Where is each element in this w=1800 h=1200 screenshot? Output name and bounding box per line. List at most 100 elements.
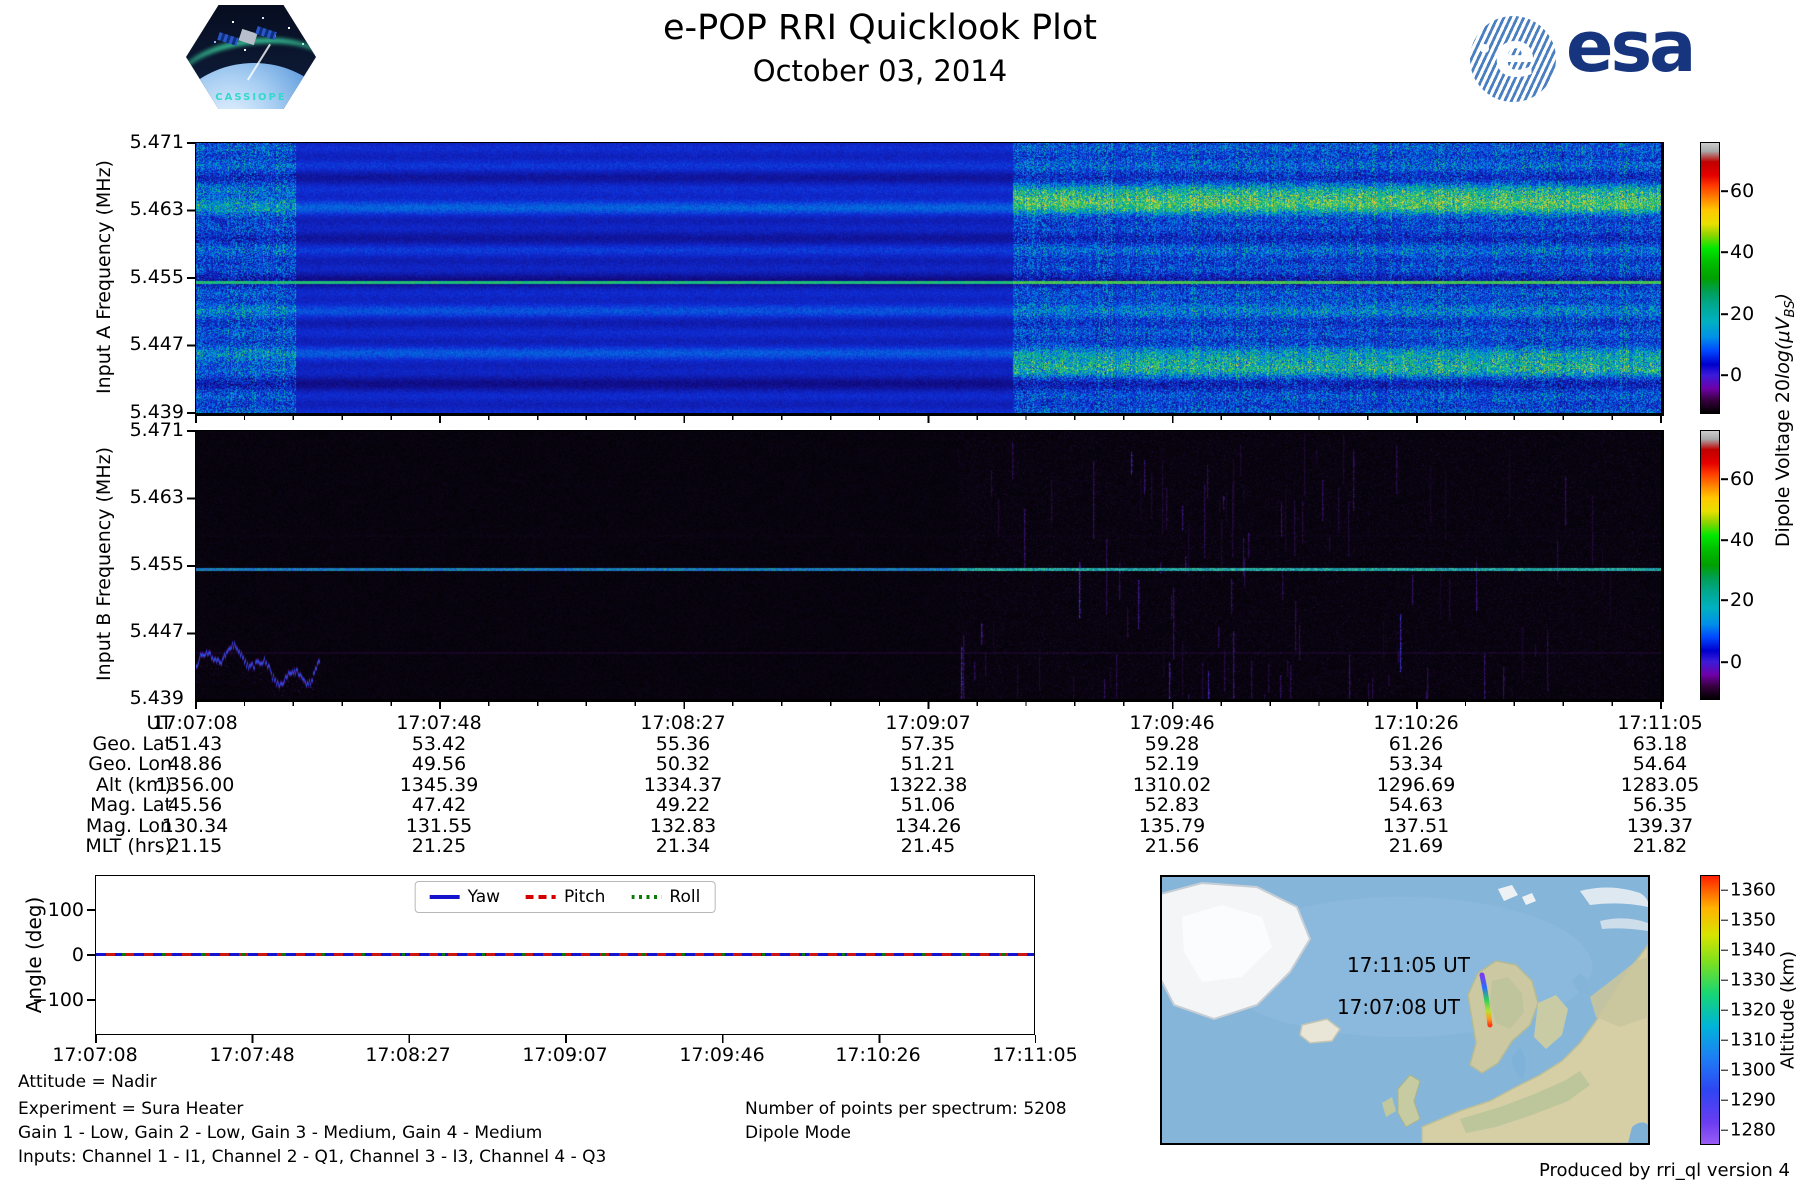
eph-value: 1356.00 bbox=[155, 774, 235, 796]
eph-row-label: Alt (km) bbox=[95, 774, 172, 796]
eph-value: 50.32 bbox=[655, 753, 711, 775]
altitude-tick-label: 1320 bbox=[1730, 999, 1776, 1021]
eph-value: 54.63 bbox=[1388, 794, 1444, 816]
ytick-label: 5.455 bbox=[129, 266, 184, 288]
eph-value: 131.55 bbox=[405, 815, 473, 837]
eph-row-label: UT bbox=[146, 712, 172, 734]
angle-x-ticks bbox=[95, 1035, 1036, 1043]
eph-value: 1334.37 bbox=[643, 774, 723, 796]
table-row: Alt (km) 1356.00 1345.39 1334.37 1322.38… bbox=[0, 774, 1800, 796]
eph-value: 56.35 bbox=[1632, 794, 1688, 816]
eph-value: 51.06 bbox=[900, 794, 956, 816]
eph-value: 17:11:05 bbox=[1617, 712, 1703, 734]
altitude-tick-label: 1310 bbox=[1730, 1029, 1776, 1051]
angle-xtick-label: 17:07:08 bbox=[52, 1044, 138, 1066]
legend-item-pitch: Pitch bbox=[526, 887, 605, 907]
altitude-tick-label: 1300 bbox=[1730, 1059, 1776, 1081]
angle-xtick-label: 17:09:46 bbox=[679, 1044, 765, 1066]
colorbar-tick-label: 0 bbox=[1730, 651, 1743, 673]
eph-value: 17:07:08 bbox=[152, 712, 238, 734]
eph-value: 51.43 bbox=[167, 733, 223, 755]
angle-ytick-label: 0 bbox=[71, 944, 84, 966]
x-axis-ticks bbox=[195, 701, 1662, 709]
footer-attitude: Attitude = Nadir bbox=[18, 1072, 157, 1092]
eph-value: 21.15 bbox=[167, 835, 223, 857]
eph-value: 54.64 bbox=[1632, 753, 1688, 775]
footer-gains: Gain 1 - Low, Gain 2 - Low, Gain 3 - Med… bbox=[18, 1123, 543, 1143]
legend-item-roll: Roll bbox=[631, 887, 700, 907]
page-subtitle: October 03, 2014 bbox=[752, 54, 1008, 88]
eph-value: 52.19 bbox=[1144, 753, 1200, 775]
altitude-tick-label: 1290 bbox=[1730, 1089, 1776, 1111]
eph-value: 21.69 bbox=[1388, 835, 1444, 857]
colorbar-dipole-a bbox=[1700, 142, 1720, 414]
altitude-tick-label: 1330 bbox=[1730, 969, 1776, 991]
attitude-zero-line bbox=[96, 953, 1034, 956]
angle-y-tick bbox=[87, 909, 95, 911]
eph-value: 53.42 bbox=[411, 733, 467, 755]
eph-value: 139.37 bbox=[1626, 815, 1694, 837]
eph-value: 130.34 bbox=[161, 815, 229, 837]
patch-artwork: CASSIOPE bbox=[186, 5, 316, 109]
esa-logo-wordmark: esa bbox=[1566, 6, 1696, 88]
eph-value: 137.51 bbox=[1382, 815, 1450, 837]
colorbar-tick-label: 0 bbox=[1730, 364, 1743, 386]
eph-value: 52.83 bbox=[1144, 794, 1200, 816]
footer-experiment: Experiment = Sura Heater bbox=[18, 1099, 244, 1119]
eph-value: 17:09:46 bbox=[1129, 712, 1215, 734]
table-row: Mag. Lon 130.34 131.55 132.83 134.26 135… bbox=[0, 815, 1800, 837]
angle-y-tick bbox=[87, 954, 95, 956]
eph-value: 21.25 bbox=[411, 835, 467, 857]
legend: Yaw Pitch Roll bbox=[414, 881, 716, 913]
eph-value: 1322.38 bbox=[888, 774, 968, 796]
eph-value: 47.42 bbox=[411, 794, 467, 816]
eph-value: 21.34 bbox=[655, 835, 711, 857]
europe-map-svg bbox=[1162, 877, 1648, 1143]
eph-value: 49.56 bbox=[411, 753, 467, 775]
eph-row-label: Geo. Lat bbox=[92, 733, 172, 755]
angle-xtick-label: 17:07:48 bbox=[209, 1044, 295, 1066]
angle-xtick-label: 17:08:27 bbox=[365, 1044, 451, 1066]
eph-value: 17:09:07 bbox=[885, 712, 971, 734]
ytick-label: 5.463 bbox=[129, 486, 184, 508]
eph-value: 21.45 bbox=[900, 835, 956, 857]
eph-value: 17:08:27 bbox=[640, 712, 726, 734]
legend-label: Pitch bbox=[564, 887, 606, 907]
eph-value: 55.36 bbox=[655, 733, 711, 755]
page-title: e-POP RRI Quicklook Plot bbox=[662, 8, 1098, 48]
ytick-label: 5.439 bbox=[129, 401, 184, 423]
stars-art bbox=[204, 15, 206, 17]
eph-value: 63.18 bbox=[1632, 733, 1688, 755]
esa-logo-dot bbox=[1480, 44, 1489, 53]
ytick-label: 5.447 bbox=[129, 333, 184, 355]
pitch-line-swatch bbox=[526, 895, 557, 899]
cassiope-label: CASSIOPE bbox=[215, 92, 287, 103]
eph-value: 1345.39 bbox=[399, 774, 479, 796]
eph-value: 135.79 bbox=[1138, 815, 1206, 837]
spectrogram-b-panel bbox=[195, 430, 1664, 702]
eph-value: 57.35 bbox=[900, 733, 956, 755]
spectrogram-a-panel bbox=[195, 142, 1664, 416]
altitude-colorbar bbox=[1700, 875, 1720, 1145]
table-row: MLT (hrs) 21.15 21.25 21.34 21.45 21.56 … bbox=[0, 835, 1800, 857]
colorbar-tick-label: 20 bbox=[1730, 303, 1755, 325]
ytick-label: 5.471 bbox=[129, 419, 184, 441]
eph-row-label: Mag. Lat bbox=[90, 794, 172, 816]
eph-value: 21.56 bbox=[1144, 835, 1200, 857]
table-row: Geo. Lat 51.43 53.42 55.36 57.35 59.28 6… bbox=[0, 733, 1800, 755]
angle-ytick-label: 100 bbox=[47, 899, 84, 921]
footer-dipole-mode: Dipole Mode bbox=[745, 1123, 851, 1143]
ytick-label: 5.471 bbox=[129, 131, 184, 153]
x-axis-ticks bbox=[195, 415, 1662, 423]
map-time-label-start: 17:07:08 UT bbox=[1336, 995, 1460, 1019]
eph-value: 1296.69 bbox=[1376, 774, 1456, 796]
eph-value: 21.82 bbox=[1632, 835, 1688, 857]
angle-y-tick bbox=[87, 999, 95, 1001]
y-axis-ticks bbox=[187, 142, 195, 414]
altitude-tick-label: 1360 bbox=[1730, 879, 1776, 901]
eph-value: 53.34 bbox=[1388, 753, 1444, 775]
eph-row-label: Geo. Lon bbox=[88, 753, 172, 775]
eph-value: 48.86 bbox=[167, 753, 223, 775]
eph-row-label: MLT (hrs) bbox=[85, 835, 172, 857]
track-line bbox=[1479, 972, 1493, 1028]
